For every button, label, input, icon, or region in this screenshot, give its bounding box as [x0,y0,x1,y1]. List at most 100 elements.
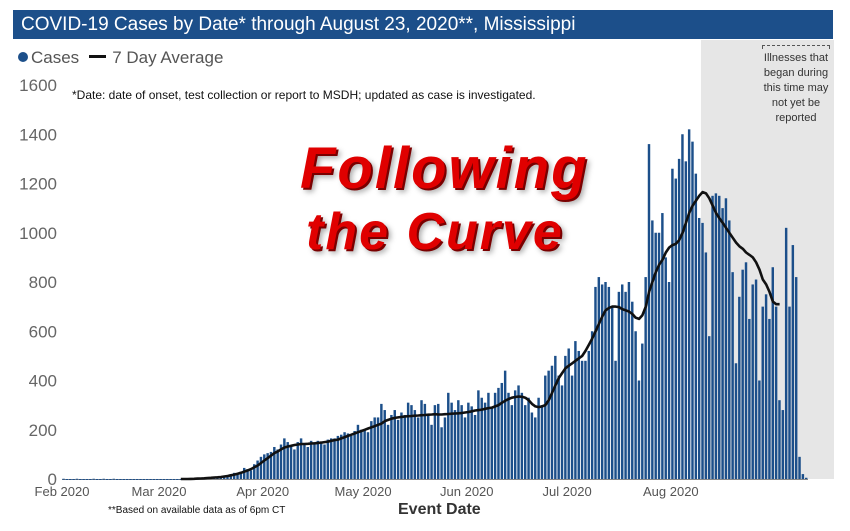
case-bar [142,479,146,480]
case-bar [259,456,263,479]
case-bar [299,438,303,479]
case-bar [711,195,714,479]
case-bar [283,438,286,479]
case-bar [82,479,85,480]
case-bar [457,400,460,479]
y-tick-label: 800 [29,273,57,292]
x-tick-label: Jul 2020 [543,484,592,499]
case-bar [728,220,731,479]
case-bar [527,397,530,479]
case-bar [714,193,718,479]
case-bar [460,405,463,479]
case-bar [614,360,617,479]
case-bar [624,291,627,479]
case-bar [293,449,296,479]
case-bar [647,144,651,479]
case-bar [791,245,795,479]
case-bar [641,343,644,479]
case-bar [92,478,95,480]
case-bar [437,403,440,479]
case-bar [667,282,671,479]
case-bar [761,306,764,479]
case-bar [289,446,293,479]
case-bar [480,397,483,479]
case-bar [510,405,514,479]
case-bar [801,474,805,479]
case-bar [768,318,771,479]
case-bar [483,402,487,479]
case-bar [540,405,544,479]
case-bar [360,429,363,479]
case-bar [443,417,447,479]
case-bar [162,479,166,480]
case-bar [386,424,390,479]
x-tick-label: May 2020 [335,484,392,499]
case-bar [651,220,654,479]
case-bar [256,460,259,479]
case-bar [701,222,704,479]
case-bar [75,478,79,480]
case-bar [169,479,172,480]
case-bar [477,390,480,479]
case-bar [654,232,657,479]
case-bar [346,433,350,479]
y-tick-label: 0 [48,470,57,489]
case-bar [513,390,517,479]
case-bar [473,414,477,479]
case-bar [112,478,115,480]
case-bar [704,252,708,479]
y-tick-label: 1000 [19,224,57,243]
case-bar [179,479,182,480]
title-bar: COVID-19 Cases by Date* through August 2… [13,10,833,39]
case-bar [296,442,299,479]
case-bar [85,479,89,480]
case-bar [279,444,283,479]
x-tick-label: Apr 2020 [236,484,289,499]
case-bar [470,406,473,479]
case-bar [490,407,493,479]
case-bar [744,262,748,479]
case-bar [751,284,754,479]
case-bar [350,435,353,479]
case-bar [122,479,126,480]
case-bar [109,479,112,480]
case-bar [487,392,490,479]
date-footnote: *Date: date of onset, test collection or… [72,88,536,102]
case-bar [544,375,547,479]
case-bar [323,444,326,479]
case-bar [604,282,607,479]
case-bar [447,392,450,479]
case-bar [741,269,744,479]
case-bar [129,479,132,480]
legend-avg: 7 Day Average [112,48,224,67]
y-tick-label: 1600 [19,76,57,95]
case-bar [627,282,631,479]
case-bar [430,424,433,479]
case-bar [610,306,614,479]
case-bar [524,405,527,479]
case-bar [774,306,778,479]
case-bar [691,141,694,479]
case-bar [570,375,574,479]
case-bar [637,380,641,479]
case-bar [236,474,239,479]
case-bar [590,331,594,479]
case-bar [69,479,72,480]
data-basis-footnote: **Based on available data as of 6pm CT [108,505,286,516]
case-bar [139,479,142,480]
case-bar [661,213,664,480]
case-bar [249,470,253,479]
x-tick-label: Feb 2020 [35,484,90,499]
case-bar [584,360,587,479]
case-bar [416,417,420,479]
case-bar [159,479,162,480]
case-bar [657,232,661,479]
x-tick-label: Aug 2020 [643,484,699,499]
case-bar [554,355,557,479]
case-bar [326,439,330,479]
case-bar [366,432,370,479]
case-bar [577,350,580,479]
case-bar [788,306,791,479]
x-tick-label: Mar 2020 [132,484,187,499]
case-bar [242,467,246,479]
